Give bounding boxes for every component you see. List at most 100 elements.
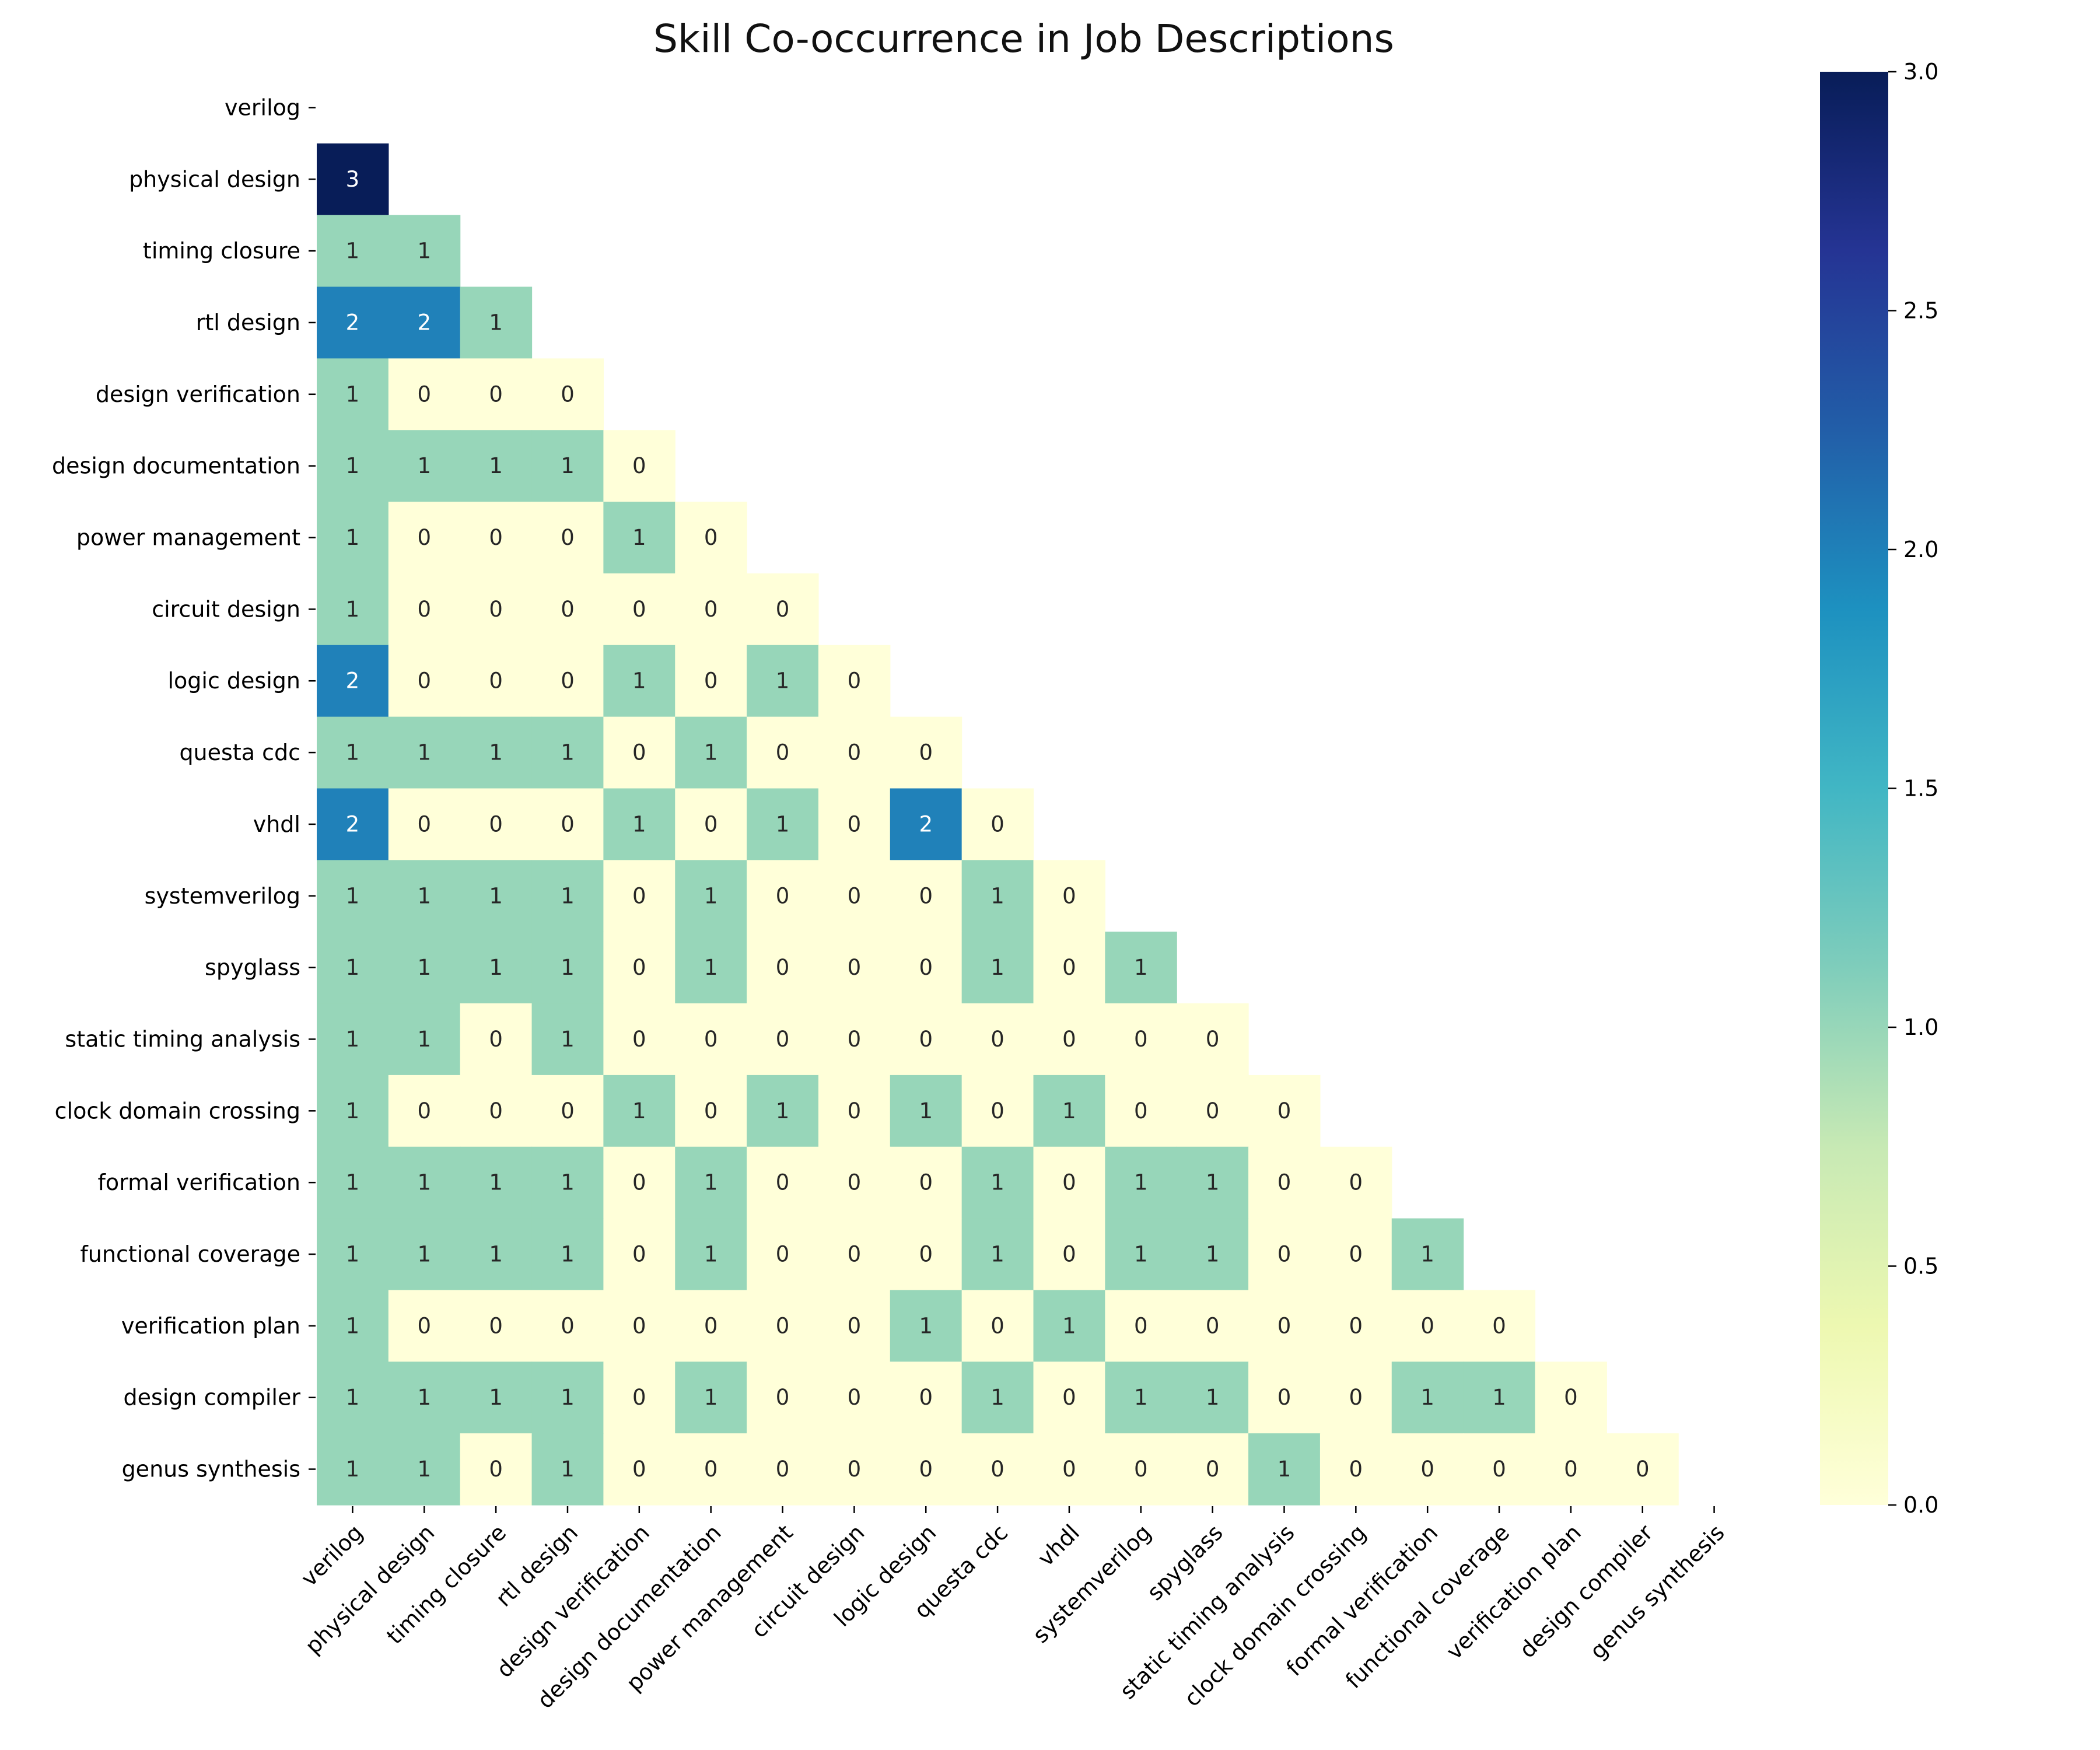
cell-value-label: 1 — [632, 811, 646, 836]
cell-value-label: 0 — [1492, 1313, 1506, 1338]
cell-value-label: 0 — [1206, 1457, 1220, 1482]
colorbar-tick-label: 2.0 — [1903, 537, 1938, 562]
cell-value-label: 0 — [1062, 1385, 1076, 1410]
heatmap-cell — [890, 860, 963, 932]
y-tick-label: design verification — [96, 382, 300, 407]
heatmap-cell — [388, 1146, 461, 1219]
heatmap-cell — [675, 716, 747, 789]
cell-value-label: 0 — [1062, 1242, 1076, 1267]
y-tick-label: verification plan — [121, 1313, 300, 1339]
cell-value-label: 1 — [489, 955, 503, 980]
heatmap-cell — [531, 1290, 604, 1362]
heatmap-cell — [531, 1074, 604, 1147]
cell-value-label: 1 — [346, 525, 360, 550]
cell-value-label: 1 — [417, 453, 431, 478]
cell-value-label: 0 — [417, 1098, 431, 1124]
heatmap-cell — [961, 1218, 1034, 1291]
heatmap-cell — [818, 1362, 891, 1434]
heatmap-cell — [460, 430, 533, 502]
cell-value-label: 0 — [919, 883, 933, 908]
chart-title: Skill Co-occurrence in Job Descriptions — [653, 16, 1394, 61]
cell-value-label: 0 — [561, 382, 575, 407]
cell-value-label: 0 — [848, 1385, 862, 1410]
heatmap-cell — [1033, 1003, 1105, 1076]
cell-value-label: 0 — [1278, 1170, 1292, 1195]
heatmap-cell — [890, 932, 963, 1004]
heatmap-cell — [961, 1146, 1034, 1219]
heatmap-cell — [890, 1218, 963, 1291]
heatmap-cell — [1033, 1433, 1105, 1506]
heatmap-cell — [317, 143, 389, 216]
heatmap-cell — [747, 860, 819, 932]
heatmap-cell — [1033, 932, 1105, 1004]
cell-value-label: 0 — [776, 1027, 790, 1052]
heatmap-cell — [460, 1362, 533, 1434]
heatmap-cell — [1391, 1362, 1464, 1434]
heatmap-cell — [1033, 1218, 1105, 1291]
cell-value-label: 1 — [489, 310, 503, 335]
cell-value-label: 1 — [346, 1170, 360, 1195]
heatmap-cell — [961, 788, 1034, 860]
heatmap-cell — [1535, 1433, 1607, 1506]
y-tick-label: questa cdc — [179, 740, 300, 765]
heatmap-cell — [890, 1290, 963, 1362]
cell-value-label: 0 — [561, 597, 575, 622]
cell-value-label: 0 — [991, 1098, 1005, 1124]
cell-value-label: 0 — [1564, 1457, 1578, 1482]
heatmap-cell — [460, 502, 533, 574]
heatmap-cell — [603, 645, 676, 718]
cell-value-label: 1 — [561, 1457, 575, 1482]
cell-value-label: 1 — [704, 1242, 718, 1267]
heatmap-cell — [531, 1218, 604, 1291]
cell-value-label: 0 — [632, 1457, 646, 1482]
heatmap-cell — [675, 932, 747, 1004]
cell-value-label: 0 — [848, 1313, 862, 1338]
cell-value-label: 1 — [1134, 1385, 1148, 1410]
heatmap-cell — [961, 932, 1034, 1004]
cell-value-label: 0 — [776, 1457, 790, 1482]
heatmap-cell — [1033, 1074, 1105, 1147]
colorbar: 0.0 0.5 1.0 1.5 2.0 2.5 3.0 — [1820, 59, 1938, 1518]
heatmap-cell — [460, 573, 533, 646]
colorbar-gradient — [1820, 72, 1888, 1505]
heatmap-cell — [603, 1218, 676, 1291]
cell-value-label: 0 — [848, 668, 862, 694]
cell-value-label: 1 — [346, 1313, 360, 1338]
heatmap-cell — [460, 358, 533, 430]
heatmap-cell — [388, 1003, 461, 1076]
heatmap-cell — [890, 1074, 963, 1147]
cell-value-label: 1 — [991, 1385, 1005, 1410]
heatmap-cell — [388, 716, 461, 789]
y-tick-label: design documentation — [52, 453, 300, 479]
heatmap-cell — [531, 1146, 604, 1219]
heatmap-cell — [603, 1003, 676, 1076]
cell-value-label: 0 — [776, 955, 790, 980]
cell-value-label: 0 — [561, 811, 575, 836]
heatmap-cell — [460, 1003, 533, 1076]
cell-value-label: 1 — [919, 1098, 933, 1124]
heatmap-cell — [1033, 1146, 1105, 1219]
cell-value-label: 0 — [1134, 1313, 1148, 1338]
colorbar-tick-label: 1.0 — [1903, 1014, 1938, 1040]
heatmap-cell — [1105, 1433, 1177, 1506]
cell-value-label: 0 — [776, 1242, 790, 1267]
heatmap-cell — [818, 716, 891, 789]
cell-value-label: 1 — [561, 1385, 575, 1410]
heatmap-cell — [388, 215, 461, 288]
colorbar-tick-label: 0.0 — [1903, 1492, 1938, 1518]
cell-value-label: 0 — [1062, 1027, 1076, 1052]
cell-value-label: 0 — [561, 668, 575, 694]
y-tick-label: genus synthesis — [122, 1457, 300, 1482]
cell-value-label: 1 — [417, 955, 431, 980]
cell-value-label: 1 — [489, 1170, 503, 1195]
heatmap-cell — [317, 1433, 389, 1506]
heatmap-cell — [317, 502, 389, 574]
heatmap-cell — [961, 1362, 1034, 1434]
y-tick-label: circuit design — [152, 596, 300, 622]
heatmap-cell — [460, 716, 533, 789]
heatmap-cell — [388, 1362, 461, 1434]
heatmap-cell — [1033, 860, 1105, 932]
cell-value-label: 0 — [1349, 1457, 1363, 1482]
cell-value-label: 1 — [346, 1457, 360, 1482]
heatmap-cell — [1320, 1362, 1392, 1434]
